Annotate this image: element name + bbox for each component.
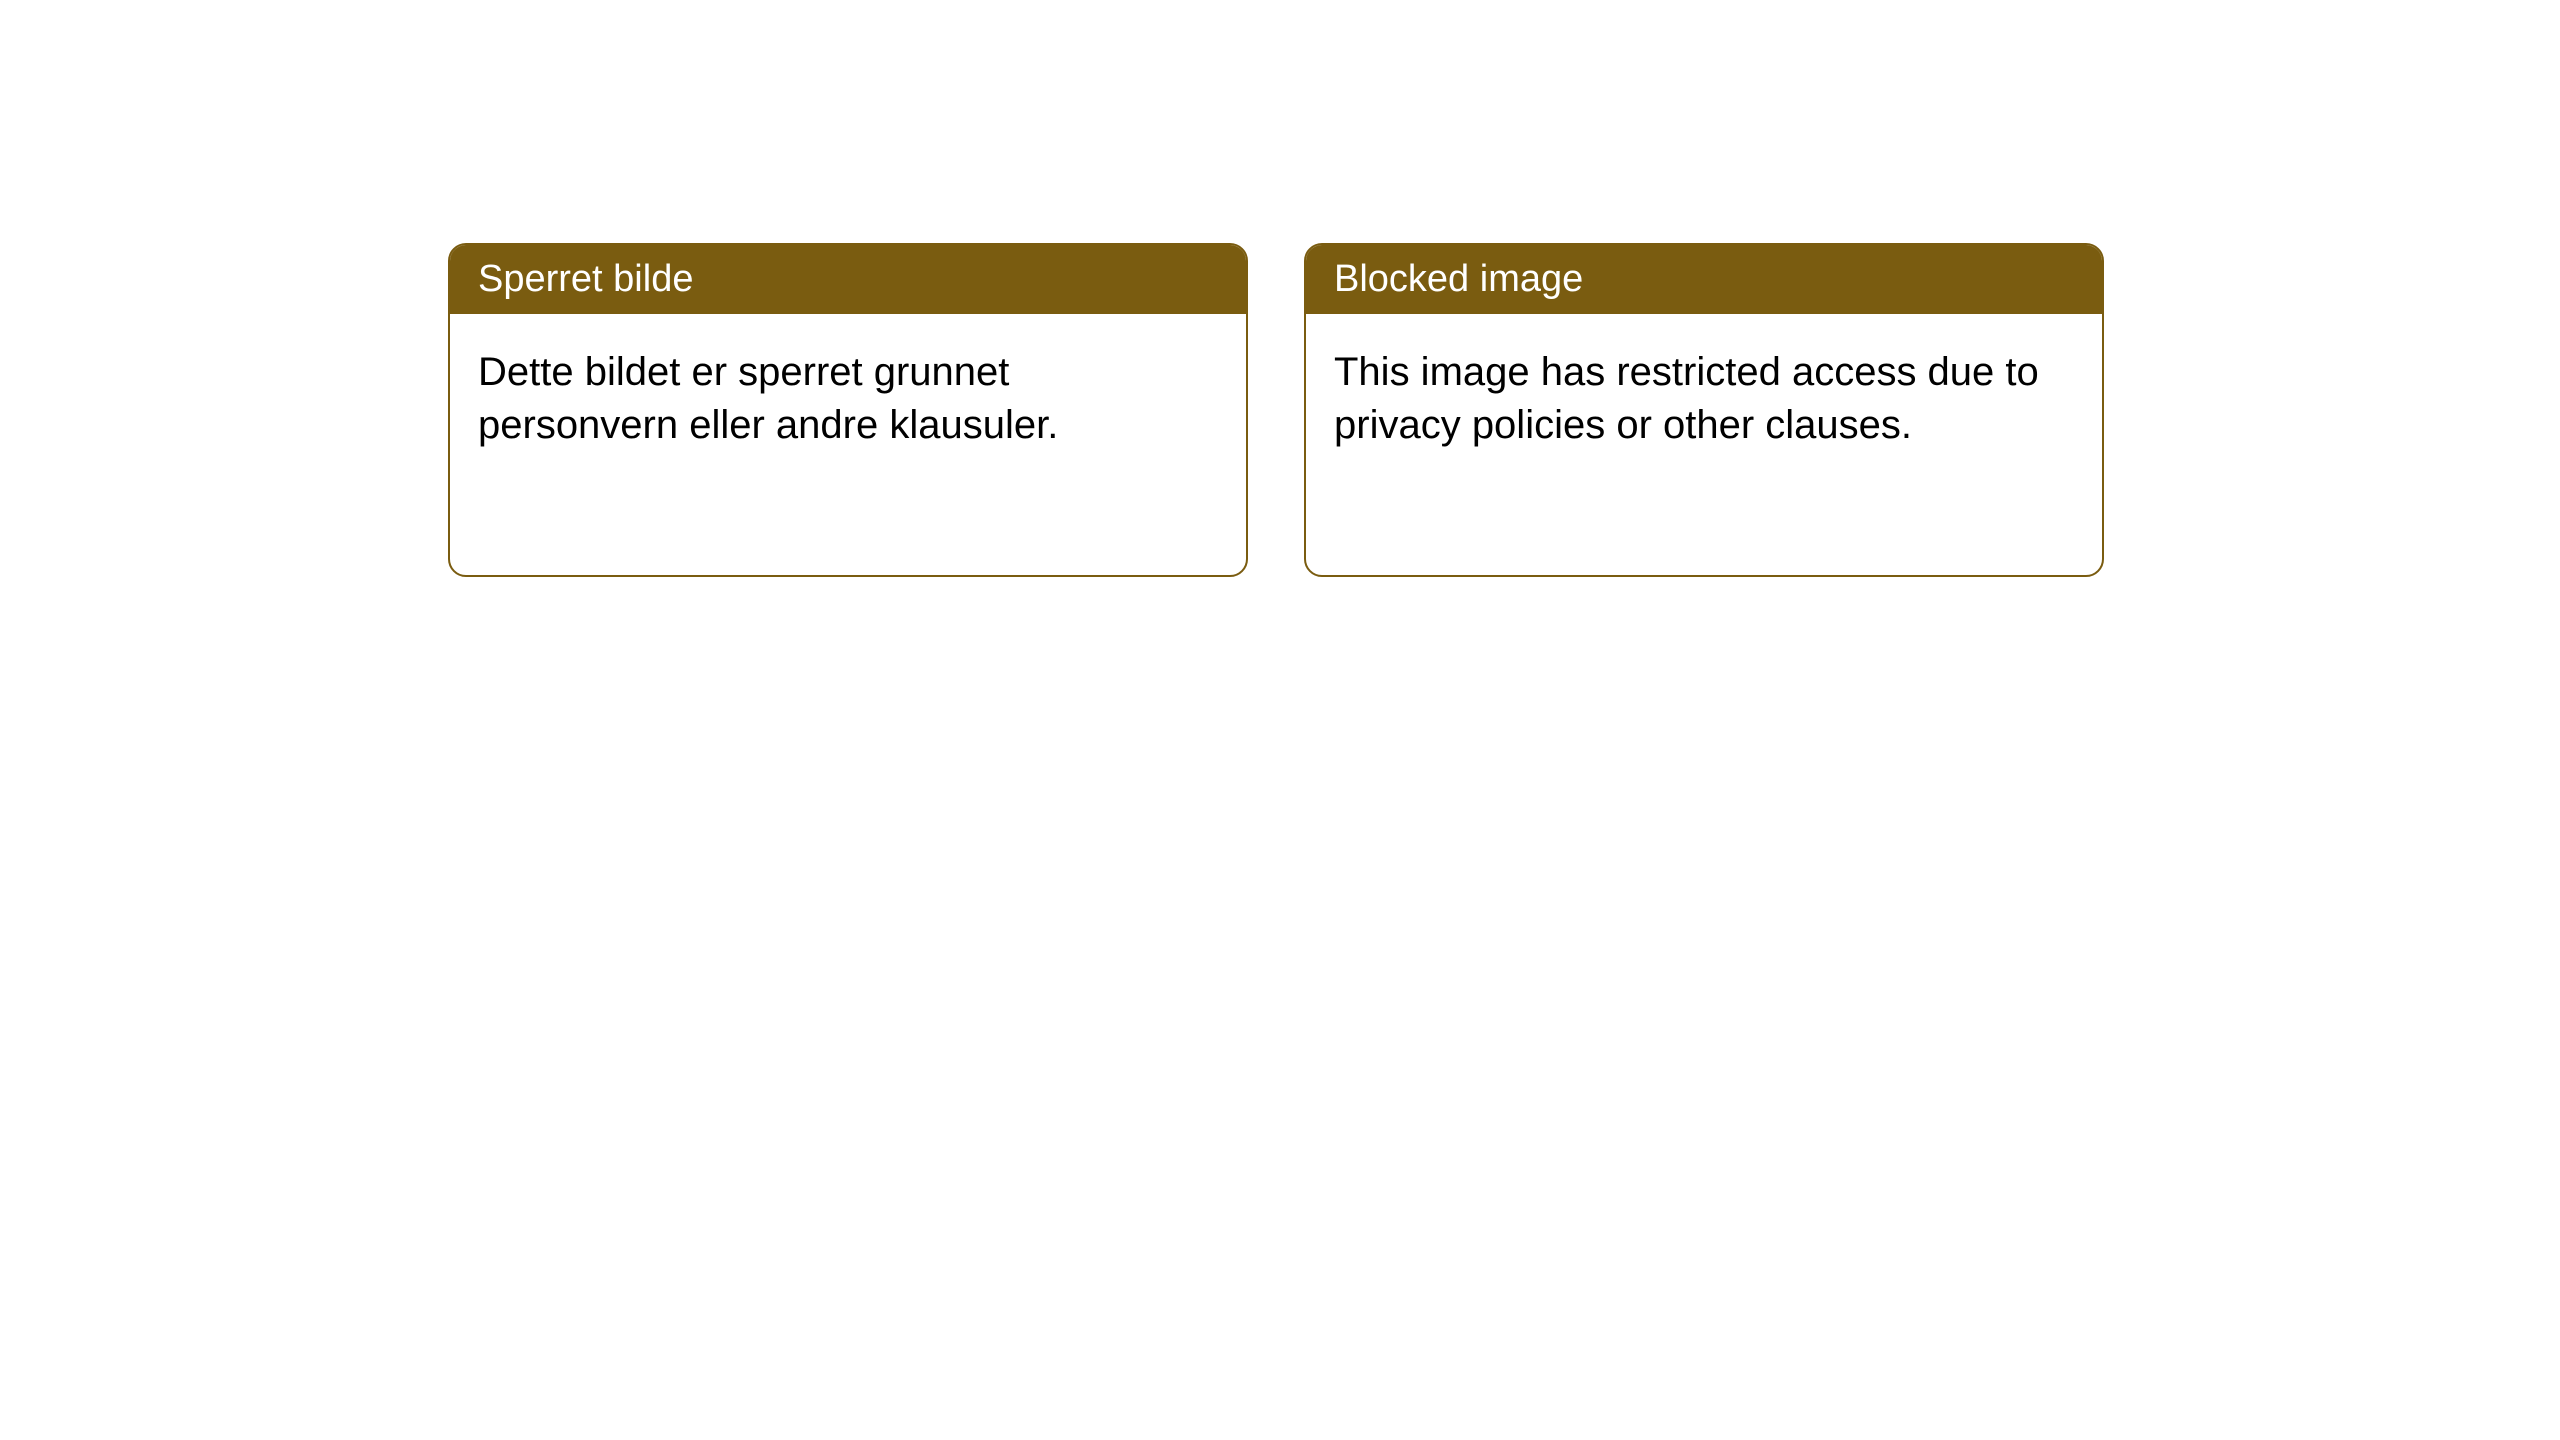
notice-cards-container: Sperret bilde Dette bildet er sperret gr… <box>448 243 2104 577</box>
card-title: Sperret bilde <box>450 245 1246 314</box>
card-body-text: Dette bildet er sperret grunnet personve… <box>450 314 1246 484</box>
blocked-image-card-english: Blocked image This image has restricted … <box>1304 243 2104 577</box>
card-title: Blocked image <box>1306 245 2102 314</box>
card-body-text: This image has restricted access due to … <box>1306 314 2102 484</box>
blocked-image-card-norwegian: Sperret bilde Dette bildet er sperret gr… <box>448 243 1248 577</box>
